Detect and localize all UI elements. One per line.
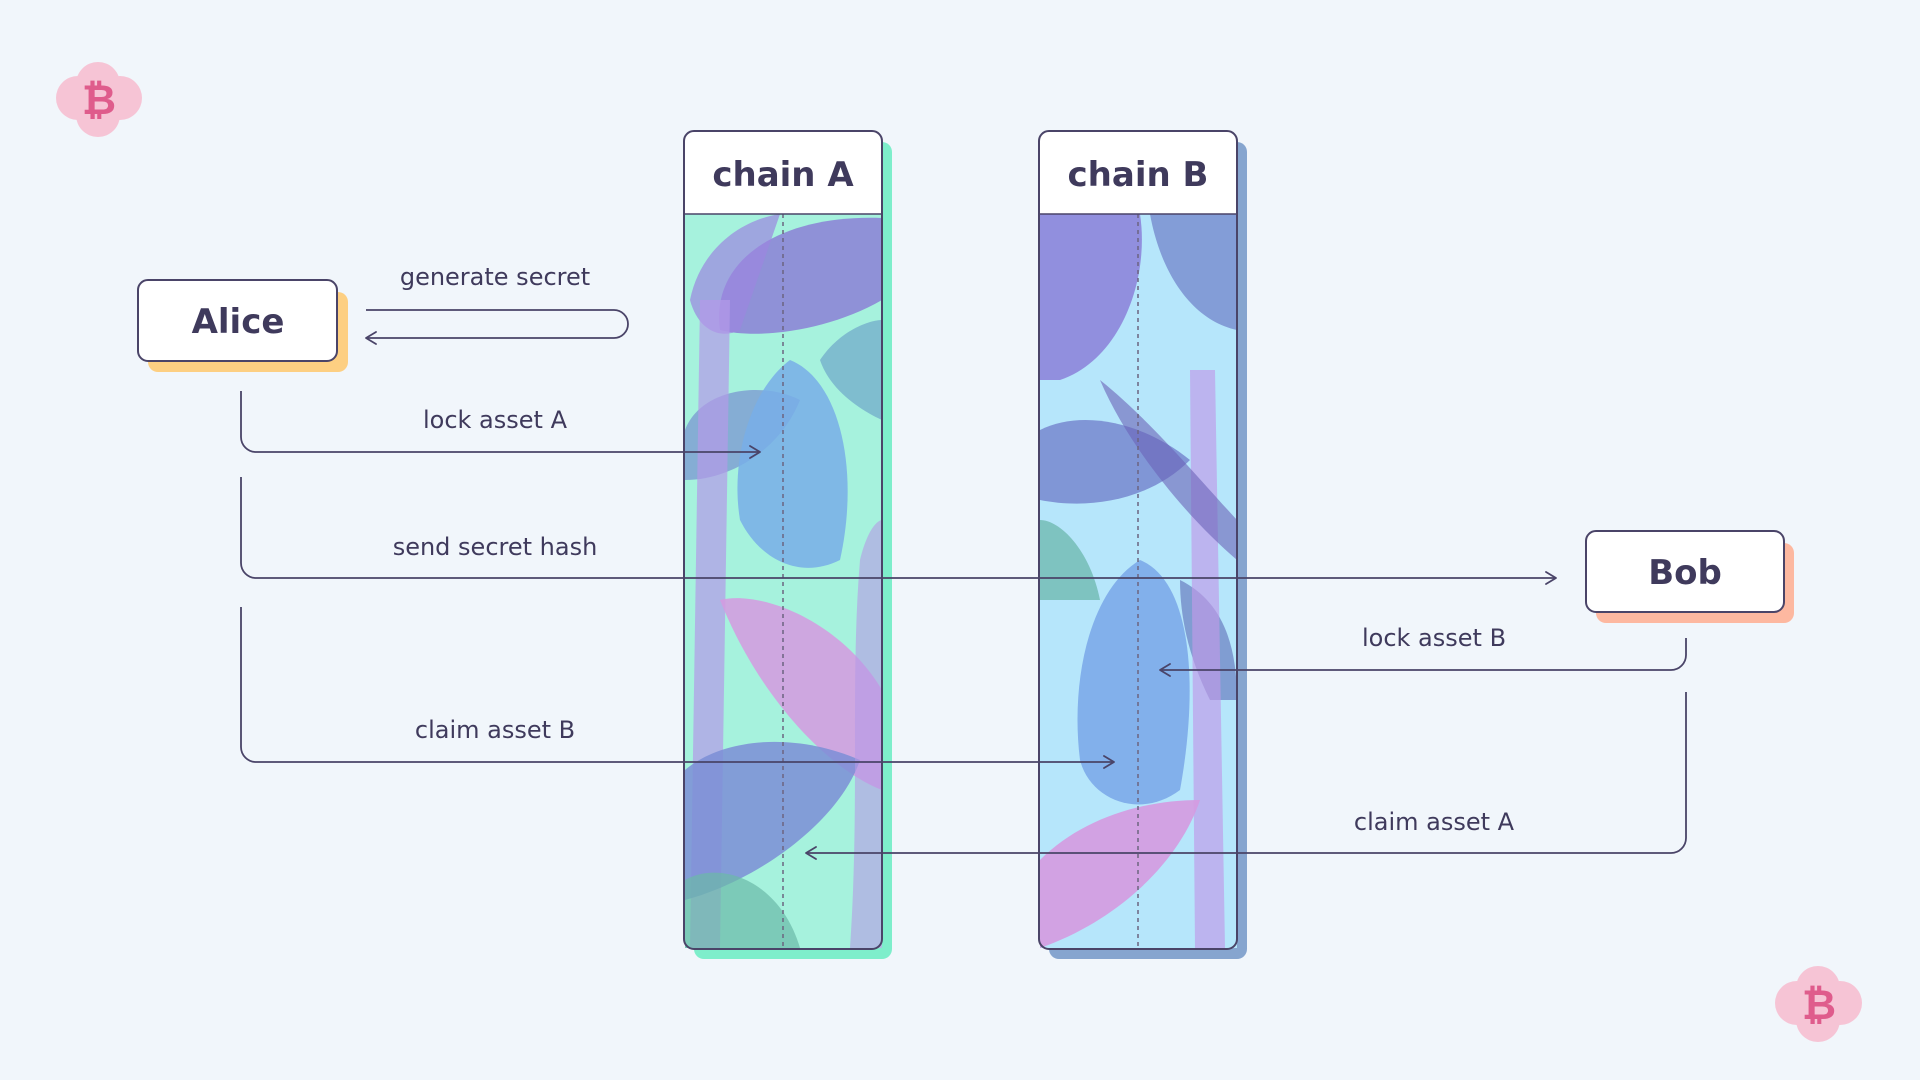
step-lock-asset-b: lock asset B: [1159, 624, 1687, 677]
lock-asset-b-label: lock asset B: [1362, 624, 1506, 652]
chain-a-leaf-pattern: [685, 214, 882, 948]
generate-secret-label: generate secret: [400, 263, 590, 291]
claim-asset-b-label: claim asset B: [415, 716, 575, 744]
chain-b-title: chain B: [1068, 155, 1209, 195]
bitcoin-icon: ₿: [82, 75, 116, 124]
bob-actor: Bob: [1585, 530, 1794, 623]
bitcoin-badge-bottom-right: ₿: [1775, 966, 1862, 1042]
send-secret-hash-label: send secret hash: [393, 533, 598, 561]
bitcoin-badge-top-left: ₿: [56, 62, 142, 137]
chain-a-column: chain A: [683, 130, 892, 959]
lock-asset-a-label: lock asset A: [423, 406, 568, 434]
bob-label: Bob: [1648, 553, 1722, 593]
step-lock-asset-a: lock asset A: [240, 391, 761, 459]
step-claim-asset-b: claim asset B: [240, 607, 1115, 769]
step-send-secret-hash: send secret hash: [240, 477, 1557, 585]
step-claim-asset-a: claim asset A: [805, 692, 1687, 860]
claim-asset-a-label: claim asset A: [1354, 808, 1515, 836]
alice-actor: Alice: [137, 279, 348, 372]
chain-a-title: chain A: [712, 155, 854, 195]
chain-b-leaf-pattern: [1040, 214, 1237, 948]
alice-label: Alice: [192, 302, 285, 342]
chain-b-column: chain B: [1038, 130, 1247, 959]
bitcoin-icon: ₿: [1802, 980, 1836, 1029]
step-generate-secret: generate secret: [365, 263, 629, 345]
